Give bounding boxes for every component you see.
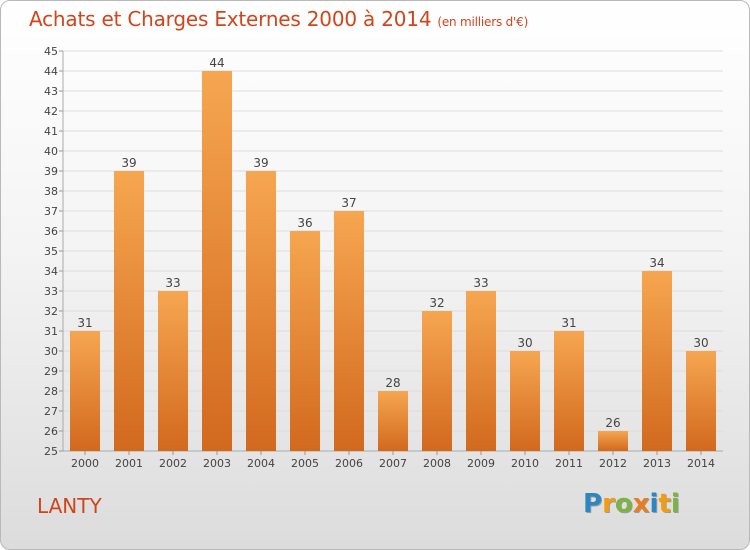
y-tick-label: 34: [44, 265, 58, 278]
logo-letter: r: [602, 489, 615, 519]
y-tick-label: 33: [44, 285, 58, 298]
labels: 31 39 33 44 39 36 37 28 32 33 30 31 26 34 30: [77, 56, 708, 430]
logo-letter: P: [583, 489, 603, 519]
x-tick-label: 2000: [71, 457, 99, 470]
bar-value-label: 34: [649, 256, 664, 270]
bar: [686, 351, 716, 451]
y-tick-label: 39: [44, 165, 58, 178]
bar: [422, 311, 452, 451]
chart-title: Achats et Charges Externes 2000 à 2014: [29, 7, 432, 31]
x-tick-label: 2012: [599, 457, 627, 470]
bar-value-label: 44: [209, 56, 224, 70]
logo-letter: x: [632, 489, 650, 519]
y-tick-label: 29: [44, 365, 58, 378]
bar: [70, 331, 100, 451]
x-tick-label: 2013: [643, 457, 671, 470]
y-tick-label: 37: [44, 205, 58, 218]
bar: [598, 431, 628, 451]
x-tick-label: 2010: [511, 457, 539, 470]
logo-letter: o: [614, 489, 633, 519]
chart-subtitle: (en milliers d'€): [437, 15, 529, 29]
y-tick-label: 36: [44, 225, 58, 238]
bar: [290, 231, 320, 451]
x-tick-label: 2007: [379, 457, 407, 470]
x-tick-label: 2008: [423, 457, 451, 470]
x-tick-label: 2004: [247, 457, 275, 470]
y-tick-label: 32: [44, 305, 58, 318]
y-tick-label: 41: [44, 125, 58, 138]
bar-value-label: 31: [77, 316, 92, 330]
x-tick-label: 2003: [203, 457, 231, 470]
y-tick-label: 42: [44, 105, 58, 118]
x-tick-label: 2005: [291, 457, 319, 470]
y-tick-label: 40: [44, 145, 58, 158]
y-tick-label: 30: [44, 345, 58, 358]
bar: [466, 291, 496, 451]
bar: [510, 351, 540, 451]
bar-value-label: 33: [473, 276, 488, 290]
bar: [554, 331, 584, 451]
x-tick-label: 2011: [555, 457, 583, 470]
bar: [202, 71, 232, 451]
logo-letter: i: [649, 489, 659, 519]
bar: [378, 391, 408, 451]
commune-name: LANTY: [37, 494, 102, 518]
chart-title-block: Achats et Charges Externes 2000 à 2014 (e…: [29, 7, 528, 31]
x-tick-label: 2002: [159, 457, 187, 470]
logo-letter: i: [670, 489, 680, 519]
x-tick-label: 2014: [687, 457, 715, 470]
y-tick-label: 31: [44, 325, 58, 338]
bar-value-label: 39: [121, 156, 136, 170]
bar: [334, 211, 364, 451]
logo-letter: t: [658, 489, 671, 519]
y-tick-label: 35: [44, 245, 58, 258]
bar: [114, 171, 144, 451]
y-tick-label: 44: [44, 65, 58, 78]
y-tick-label: 28: [44, 385, 58, 398]
y-tick-label: 26: [44, 425, 58, 438]
bar-value-label: 26: [605, 416, 620, 430]
bar-value-label: 28: [385, 376, 400, 390]
bar: [642, 271, 672, 451]
y-tick-label: 25: [44, 445, 58, 458]
bars: [70, 71, 716, 451]
bar-value-label: 39: [253, 156, 268, 170]
x-tick-label: 2006: [335, 457, 363, 470]
bar-value-label: 30: [693, 336, 708, 350]
y-tick-label: 45: [44, 45, 58, 58]
bar-value-label: 33: [165, 276, 180, 290]
bar-value-label: 37: [341, 196, 356, 210]
bar-value-label: 30: [517, 336, 532, 350]
proxiti-logo[interactable]: Proxiti: [583, 489, 680, 519]
x-tick-label: 2001: [115, 457, 143, 470]
bar-value-label: 32: [429, 296, 444, 310]
y-tick-label: 43: [44, 85, 58, 98]
bar-value-label: 31: [561, 316, 576, 330]
bar: [158, 291, 188, 451]
bar-value-label: 36: [297, 216, 312, 230]
y-tick-label: 38: [44, 185, 58, 198]
y-tick-label: 27: [44, 405, 58, 418]
x-tick-label: 2009: [467, 457, 495, 470]
bar: [246, 171, 276, 451]
